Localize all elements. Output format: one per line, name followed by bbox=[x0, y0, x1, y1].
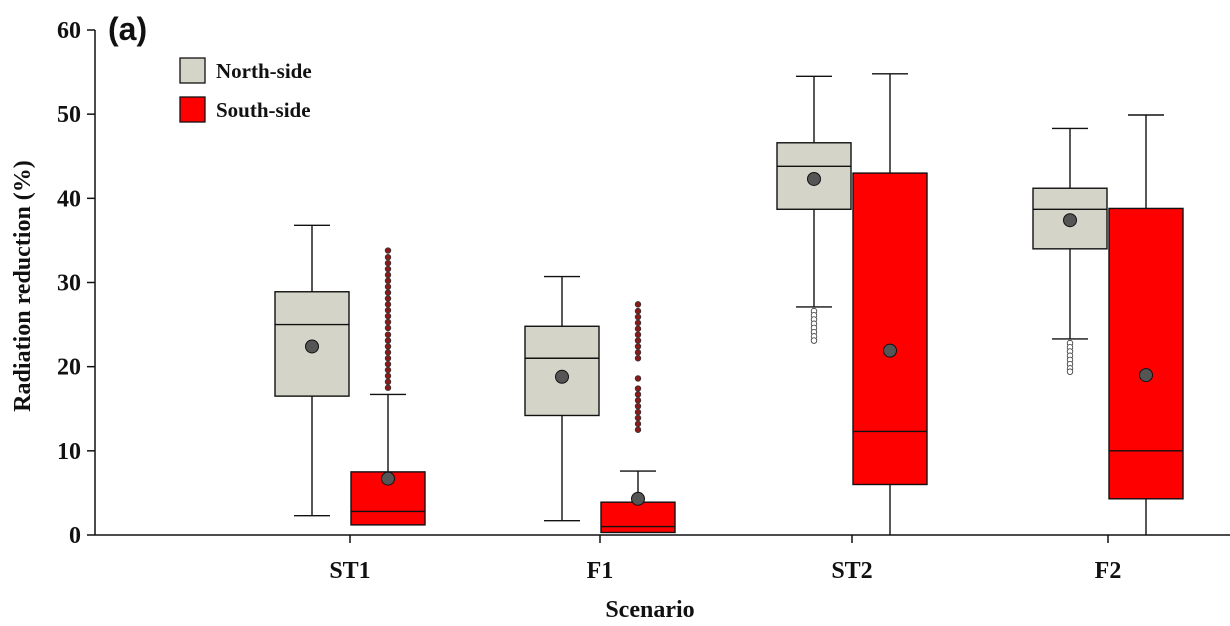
outlier-point bbox=[634, 313, 642, 321]
y-tick-label: 0 bbox=[69, 523, 81, 549]
y-tick-label: 40 bbox=[57, 186, 81, 212]
outlier-point bbox=[384, 360, 392, 368]
outlier-point bbox=[634, 325, 642, 332]
outlier-point bbox=[384, 301, 392, 308]
box-iqr bbox=[852, 172, 928, 486]
outlier-point bbox=[384, 259, 392, 267]
y-axis-title: Radiation reduction (%) bbox=[10, 160, 36, 412]
mean-marker bbox=[631, 491, 645, 506]
outlier-point bbox=[634, 420, 642, 428]
y-tick-label: 30 bbox=[57, 271, 81, 297]
box-series bbox=[274, 73, 1184, 535]
outlier-point bbox=[384, 366, 392, 374]
outlier-point bbox=[384, 247, 392, 254]
box-north-side-f1 bbox=[524, 275, 600, 522]
outlier-point bbox=[634, 385, 642, 392]
mean-marker bbox=[1139, 368, 1153, 383]
outlier-point bbox=[634, 307, 642, 315]
y-tick-label: 60 bbox=[57, 18, 81, 44]
box-south-side-st2 bbox=[852, 73, 928, 535]
outlier-point bbox=[384, 324, 392, 332]
outlier-point bbox=[384, 331, 392, 338]
legend-label: North-side bbox=[216, 59, 312, 83]
outlier-point bbox=[384, 283, 392, 290]
outlier-point bbox=[384, 265, 392, 273]
y-tick-label: 50 bbox=[57, 102, 81, 128]
mean-marker bbox=[381, 471, 395, 486]
outlier-point bbox=[634, 331, 642, 338]
box-iqr bbox=[1108, 207, 1184, 500]
outlier-point bbox=[384, 355, 392, 362]
mean-marker bbox=[1063, 213, 1077, 228]
outlier-point bbox=[634, 337, 642, 344]
box-south-side-st1 bbox=[350, 247, 426, 526]
outlier-point bbox=[634, 403, 642, 410]
x-tick-label: ST2 bbox=[831, 558, 872, 584]
outlier-point bbox=[384, 343, 392, 350]
legend-item-north-side: North-side bbox=[179, 57, 312, 84]
outlier-point bbox=[384, 372, 392, 380]
outlier-point bbox=[384, 378, 392, 386]
y-tick-label: 10 bbox=[57, 439, 81, 465]
box-iqr bbox=[1032, 187, 1108, 250]
x-tick-label: ST1 bbox=[329, 558, 370, 584]
outlier-point bbox=[384, 318, 392, 326]
legend-label: South-side bbox=[216, 98, 311, 122]
legend-swatch bbox=[179, 57, 206, 84]
outlier-point bbox=[634, 301, 642, 308]
outlier-point bbox=[384, 295, 392, 302]
x-tick-label: F1 bbox=[587, 558, 614, 584]
legend-swatch bbox=[179, 96, 206, 123]
box-south-side-f2 bbox=[1108, 114, 1184, 535]
mean-marker bbox=[305, 339, 319, 354]
outlier-point bbox=[384, 312, 392, 320]
box-iqr bbox=[600, 501, 676, 534]
outlier-point bbox=[1066, 368, 1074, 375]
outlier-point bbox=[384, 349, 392, 356]
y-axis: 0 10 20 30 40 50 60 bbox=[57, 18, 96, 549]
outlier-point bbox=[634, 426, 642, 433]
mean-marker bbox=[807, 171, 821, 186]
x-tick-label: F2 bbox=[1095, 558, 1122, 584]
x-axis: ST1 F1 ST2 F2 bbox=[95, 534, 1230, 584]
outlier-point bbox=[634, 319, 642, 327]
outlier-point bbox=[634, 408, 642, 416]
outlier-point bbox=[634, 391, 642, 398]
mean-marker bbox=[555, 369, 569, 384]
box-south-side-f1 bbox=[600, 301, 676, 534]
outlier-point bbox=[634, 343, 642, 350]
panel-label: (a) bbox=[108, 11, 147, 47]
legend: North-side South-side bbox=[179, 57, 312, 123]
outlier-point bbox=[384, 271, 392, 279]
outlier-point bbox=[384, 384, 392, 391]
outlier-point bbox=[810, 337, 818, 344]
outlier-point bbox=[634, 414, 642, 422]
legend-item-south-side: South-side bbox=[179, 96, 311, 123]
outlier-point bbox=[634, 397, 642, 404]
outlier-point bbox=[384, 254, 392, 261]
box-north-side-st2 bbox=[776, 75, 852, 344]
outlier-point bbox=[634, 349, 642, 356]
x-axis-title: Scenario bbox=[605, 597, 694, 623]
outlier-point bbox=[384, 337, 392, 344]
outlier-point bbox=[634, 355, 642, 362]
box-north-side-st1 bbox=[274, 224, 350, 517]
box-north-side-f2 bbox=[1032, 127, 1108, 375]
mean-marker bbox=[883, 343, 897, 358]
outlier-point bbox=[384, 307, 392, 314]
outlier-point bbox=[384, 277, 392, 285]
outlier-point bbox=[634, 375, 642, 382]
box-iqr bbox=[524, 325, 600, 417]
y-tick-label: 20 bbox=[57, 355, 81, 381]
outlier-point bbox=[384, 289, 392, 296]
